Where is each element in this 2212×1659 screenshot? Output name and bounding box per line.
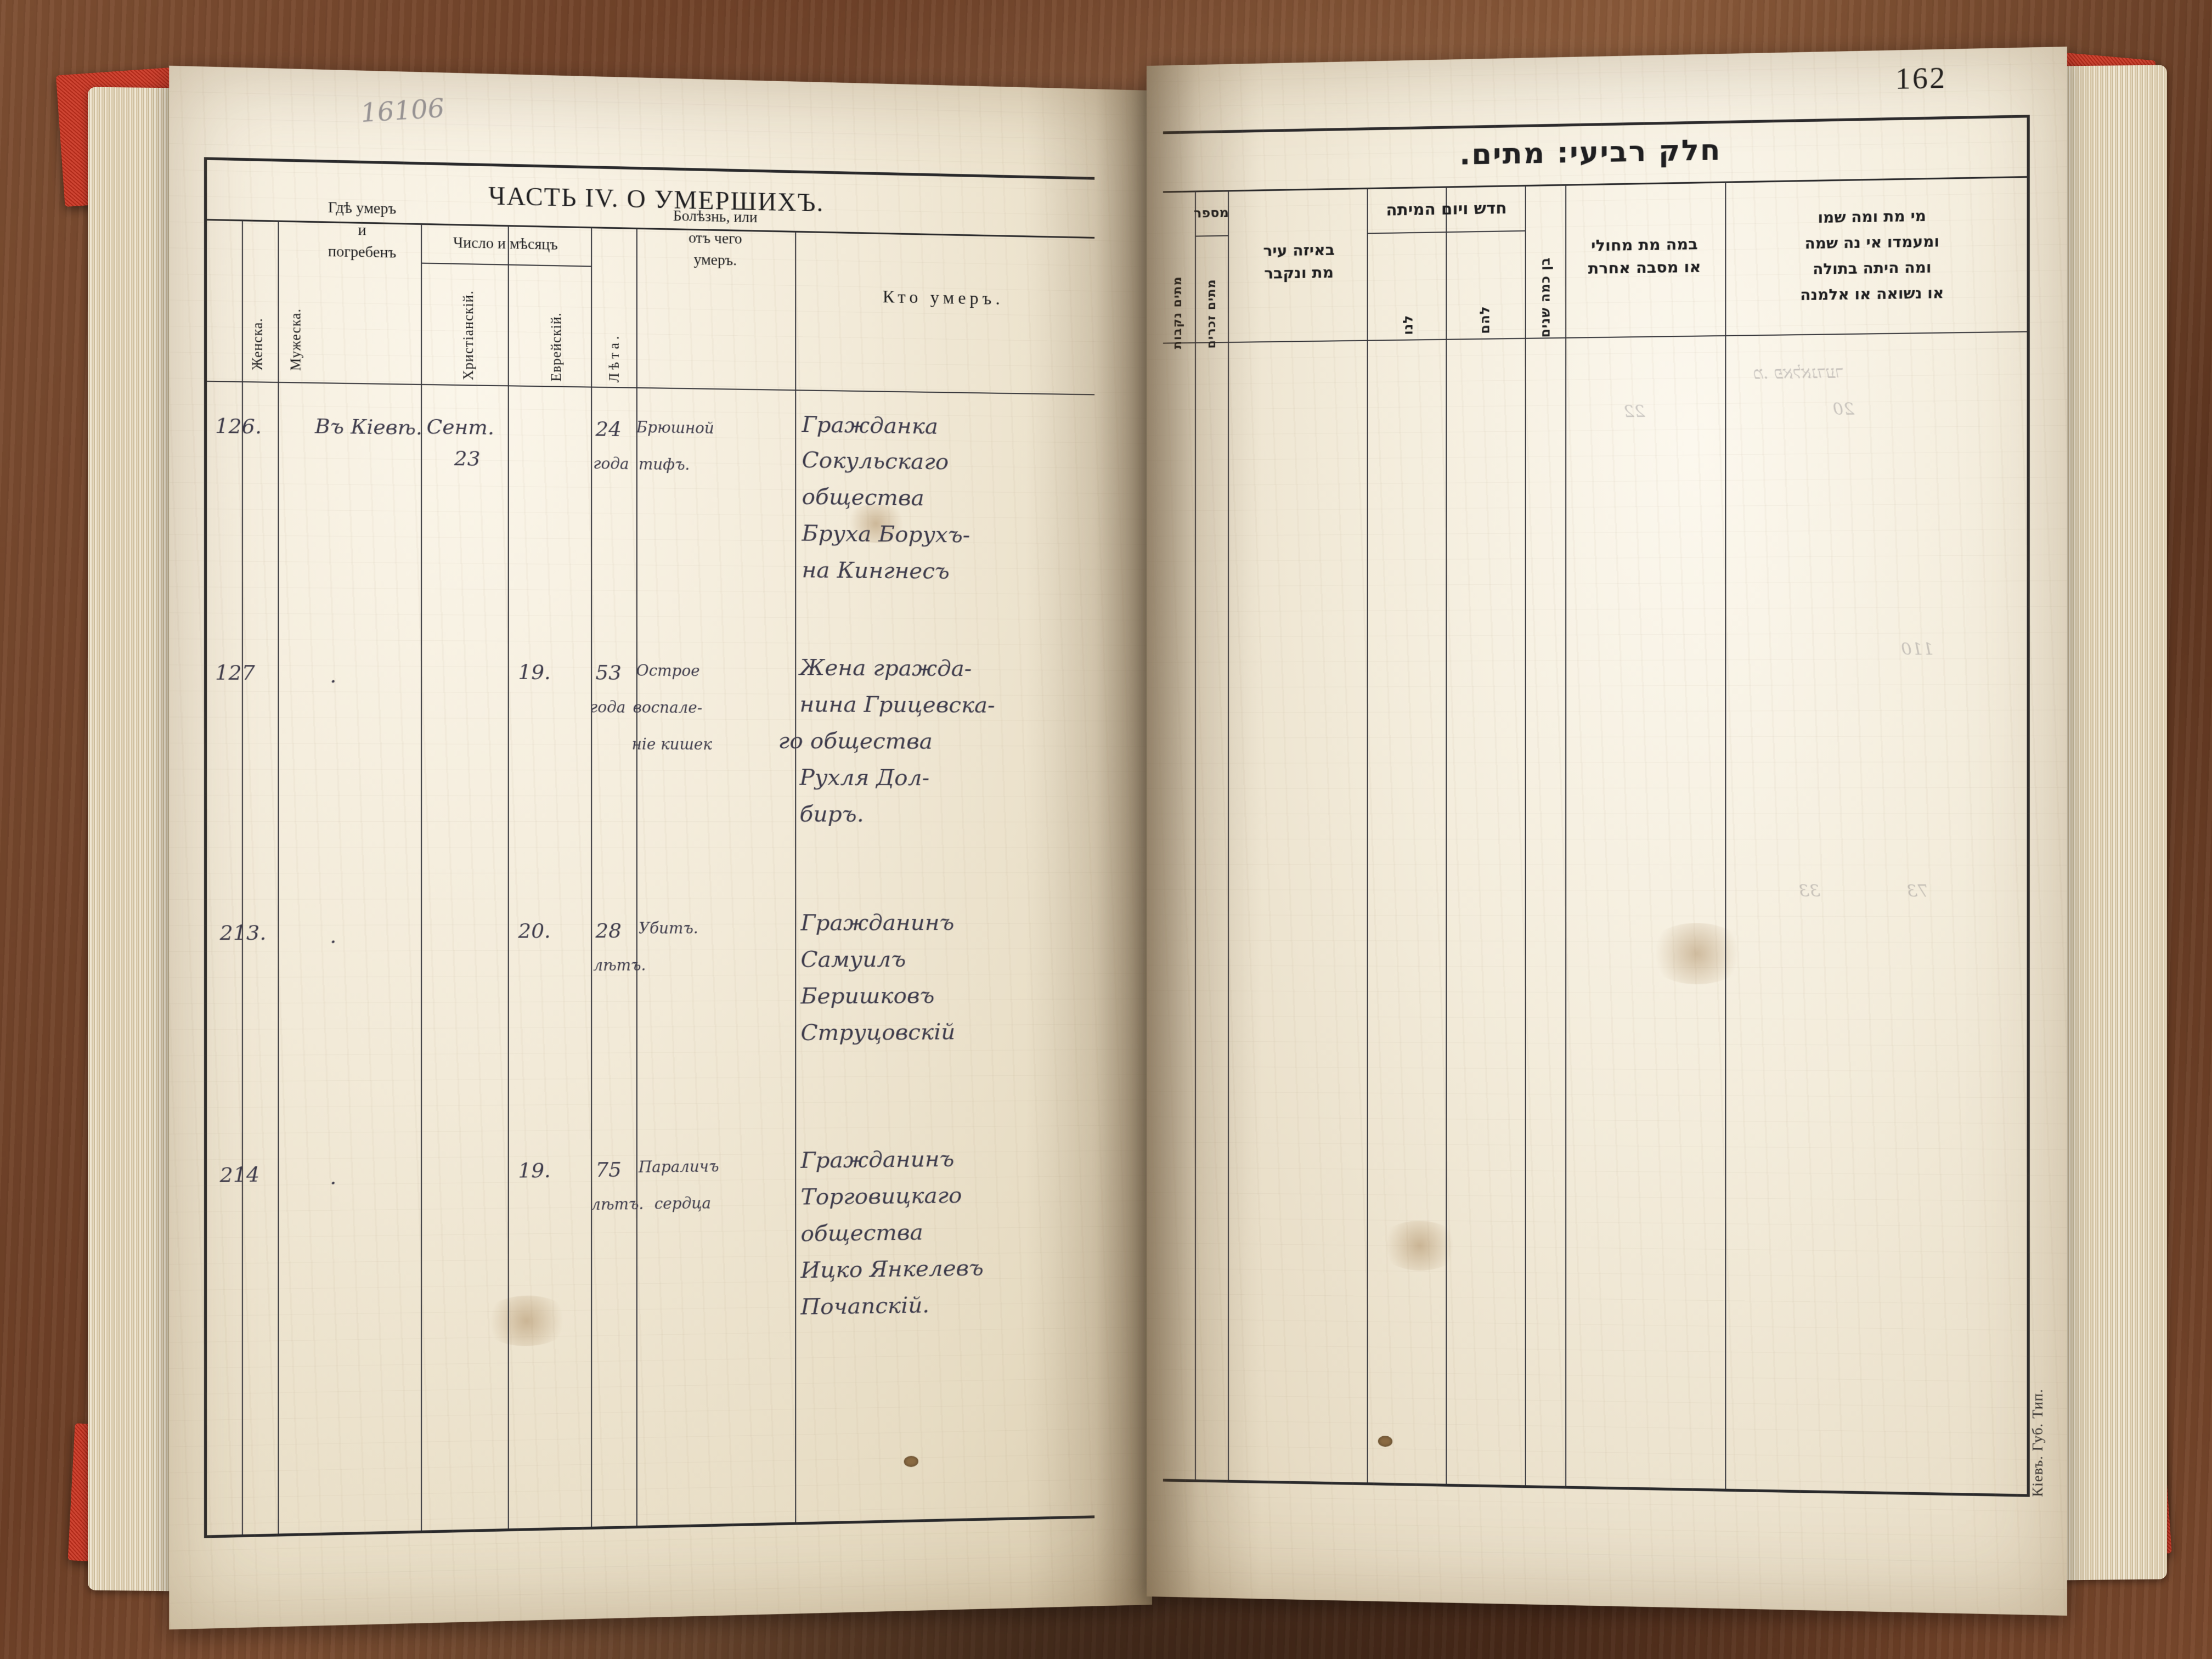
row-name-line: нина Грицевска- — [799, 691, 995, 718]
faint-entry: 73 — [1906, 881, 1929, 901]
row-number: 214 — [219, 1163, 260, 1187]
header-age: בן כמה שנים — [1538, 257, 1553, 338]
row-cause-line: Параличъ — [638, 1158, 719, 1177]
row-christian-month: Сент. — [426, 415, 494, 440]
row-name-line: общества — [802, 484, 924, 511]
header-bottom-rule — [207, 380, 1095, 396]
row-cause-line: воспале- — [633, 699, 703, 717]
row-name-line: Торговицкаго — [800, 1182, 962, 1210]
register-table-russian: ЧАСТЬ IV. О УМЕРШИХЪ. Женска. Мужеска. Г… — [204, 157, 1095, 1538]
column-divider — [1565, 185, 1567, 1486]
row-name-line: Ицко Янкелевъ — [800, 1255, 984, 1284]
faint-entry: 110 — [1901, 639, 1934, 659]
row-name-line: Рухля Дол- — [799, 765, 930, 791]
row-years: 24 — [595, 417, 622, 442]
row-name-line: Беришковъ — [800, 983, 935, 1009]
title-rule — [1163, 176, 2027, 193]
row-christian-day: 23 — [454, 447, 481, 471]
header-cause: במה מת מחולי או מסבה אחרת — [1588, 234, 1701, 278]
row-where-died: Въ Кіевѣ. — [314, 415, 422, 440]
row-years: 28 — [595, 919, 622, 943]
gutter-shadow-left — [1025, 87, 1152, 1608]
row-jewish-date: 19. — [518, 661, 551, 685]
column-divider — [1367, 188, 1368, 1483]
header-bottom-rule — [1163, 331, 2027, 344]
header-years: Лѣта. — [607, 332, 623, 383]
row-years: 53 — [595, 661, 622, 685]
row-name-line: Струцовскій — [800, 1019, 956, 1046]
right-page-paper: 162 Кіевъ. Губ. Тип. חלק רביעי: מתים. מס… — [1147, 46, 2067, 1616]
header-cause-of-death: Болѣзнь, или отъ чего умеръ. — [673, 207, 758, 269]
row-cause-line: Убитъ. — [638, 919, 698, 938]
header-date-group: Число и мѣсяцъ — [453, 234, 558, 253]
right-page: 162 Кіевъ. Губ. Тип. חלק רביעי: מתים. מס… — [1147, 46, 2067, 1616]
row-name-line: биръ. — [799, 802, 864, 827]
header-date-theirs: להם — [1477, 306, 1493, 334]
row-name-line: Гражданинъ — [800, 1146, 955, 1173]
header-date-group: חדש ויום המיתה — [1386, 198, 1507, 219]
row-cause-line: Острое — [636, 662, 700, 680]
header-jewish-date: Еврейскій. — [549, 312, 565, 382]
row-years-unit: года — [590, 699, 626, 716]
header-date-ours: לנו — [1400, 314, 1416, 335]
left-page-paper: 16106 ЧАСТЬ IV. О УМЕРШИХЪ. Жен — [169, 65, 1152, 1630]
header-christian-date: Христіанскій. — [461, 290, 477, 381]
header-male: Мужеска. — [288, 308, 304, 371]
row-number: 213. — [219, 921, 267, 945]
header-identity: מי מת ומה שמו ומעמדו אי נה שמה ומה היתה … — [1800, 207, 1944, 304]
row-years-unit: лѣтъ. — [591, 1195, 644, 1214]
left-page: 16106 ЧАСТЬ IV. О УМЕРШИХЪ. Жен — [169, 65, 1152, 1630]
faint-entry: 33 — [1798, 881, 1820, 901]
header-where-died: Гдѣ умеръ и погребенъ — [328, 199, 397, 261]
printer-imprint: Кіевъ. Губ. Тип. — [2029, 1389, 2046, 1498]
row-name-line: Жена гражда- — [799, 654, 972, 682]
date-group-rule — [421, 262, 591, 267]
row-number: 126. — [215, 415, 262, 439]
faint-entry: 22 — [1623, 402, 1645, 422]
column-divider — [1446, 187, 1447, 1484]
header-female: Женска. — [250, 317, 266, 370]
row-name-line: Бруха Борухъ- — [802, 521, 970, 548]
row-name-line: Гражданинъ — [800, 910, 955, 936]
row-cause-line: ніе кишек — [631, 736, 712, 754]
register-table-hebrew: חלק רביעי: מתים. מספר מתים נקבות מתים זכ… — [1163, 115, 2030, 1497]
row-cause-line: сердца — [654, 1195, 712, 1213]
faint-entry: מ. פאלאנדער — [1753, 363, 1844, 383]
open-ledger-book: 16106 ЧАСТЬ IV. О УМЕРШИХЪ. Жен — [55, 22, 2183, 1646]
row-name-line: на Кингнесъ — [802, 557, 950, 584]
row-years: 75 — [595, 1158, 622, 1182]
row-name-line: общества — [800, 1220, 923, 1247]
row-name-line: Самуилъ — [800, 946, 906, 973]
column-divider — [1525, 185, 1526, 1486]
column-divider — [278, 221, 279, 1534]
row-number: 127 — [215, 661, 255, 685]
column-divider — [1725, 182, 1726, 1489]
row-name-line: Сокульскаго — [802, 447, 949, 475]
gutter-shadow-right — [1147, 63, 1262, 1599]
row-cause-line: Брюшной — [636, 419, 714, 438]
part-title-hebrew: חלק רביעי: מתים. — [1459, 133, 1722, 172]
folio-number: 162 — [1895, 60, 1947, 96]
column-divider — [507, 226, 509, 1529]
faint-entry: 20 — [1832, 399, 1855, 420]
row-where-died: . — [330, 664, 337, 688]
row-years-unit: года — [593, 455, 629, 473]
column-divider — [591, 228, 592, 1527]
worm-hole — [1378, 1435, 1393, 1447]
row-cause-line: тифъ. — [638, 455, 690, 474]
row-jewish-date: 20. — [518, 919, 551, 943]
row-name-line: Почапскій. — [800, 1292, 930, 1320]
row-where-died: . — [330, 1166, 337, 1189]
pencil-annotation: 16106 — [359, 92, 446, 128]
row-jewish-date: 19. — [518, 1159, 551, 1183]
row-where-died: . — [330, 924, 337, 948]
column-divider — [795, 232, 797, 1522]
row-name-line: Гражданка — [802, 411, 939, 439]
row-name-line: го общества — [778, 728, 933, 754]
row-years-unit: лѣтъ. — [593, 957, 646, 975]
